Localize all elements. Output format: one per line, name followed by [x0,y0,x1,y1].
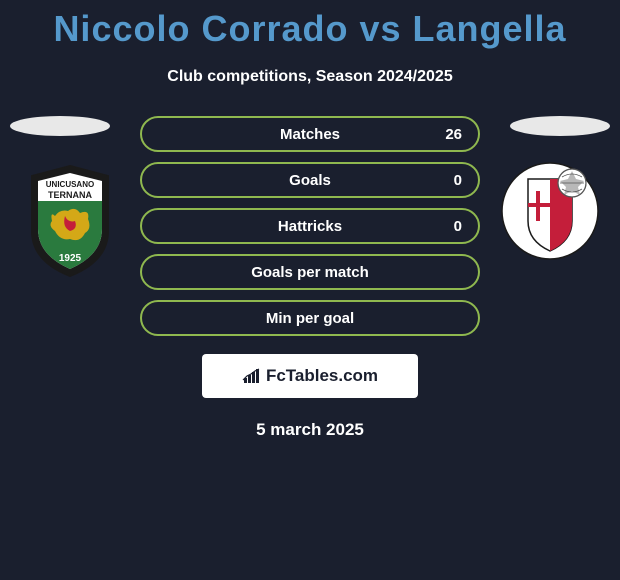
comparison-content: UNICUSANO TERNANA 1925 Matches 26 Goals … [0,116,620,440]
stat-row-hattricks: Hattricks 0 [140,208,480,244]
subtitle: Club competitions, Season 2024/2025 [0,68,620,86]
stat-row-goals-per-match: Goals per match [140,254,480,290]
stat-label: Matches [280,126,340,143]
stat-row-min-per-goal: Min per goal [140,300,480,336]
team-badge-right [500,161,600,261]
svg-text:UNICUSANO: UNICUSANO [46,180,94,189]
branding-label: FcTables.com [266,366,378,386]
chart-icon [242,368,262,384]
stat-row-matches: Matches 26 [140,116,480,152]
rimini-shield-icon [500,161,600,261]
stat-value: 26 [445,126,462,143]
stat-value: 0 [454,172,462,189]
page-title: Niccolo Corrado vs Langella [0,0,620,50]
date-label: 5 march 2025 [0,420,620,440]
stats-container: Matches 26 Goals 0 Hattricks 0 Goals per… [140,116,480,336]
player-avatar-right [510,116,610,136]
team-badge-left: UNICUSANO TERNANA 1925 [20,161,120,281]
branding-badge: FcTables.com [202,354,418,398]
stat-label: Goals per match [251,264,369,281]
stat-row-goals: Goals 0 [140,162,480,198]
stat-label: Min per goal [266,310,354,327]
branding-text: FcTables.com [242,366,378,386]
stat-label: Goals [289,172,331,189]
player-avatar-left [10,116,110,136]
svg-text:TERNANA: TERNANA [48,190,92,200]
stat-label: Hattricks [278,218,342,235]
svg-text:1925: 1925 [59,253,82,264]
ternana-shield-icon: UNICUSANO TERNANA 1925 [20,161,120,281]
stat-value: 0 [454,218,462,235]
